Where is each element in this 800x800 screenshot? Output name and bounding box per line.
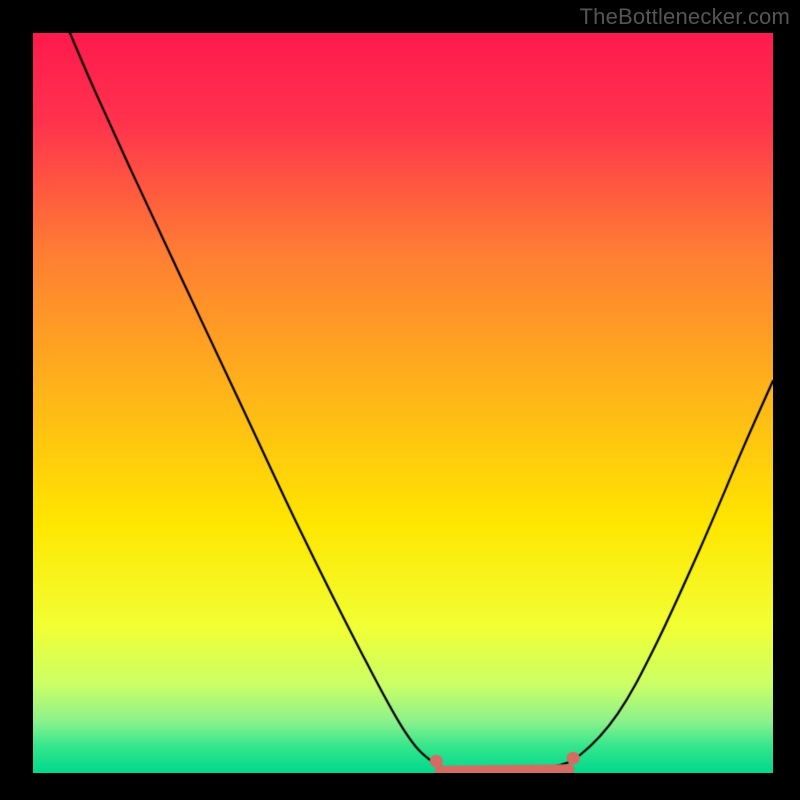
chart-canvas [33,33,773,773]
bottleneck-chart [33,33,773,773]
watermark-text: TheBottlenecker.com [580,4,790,30]
